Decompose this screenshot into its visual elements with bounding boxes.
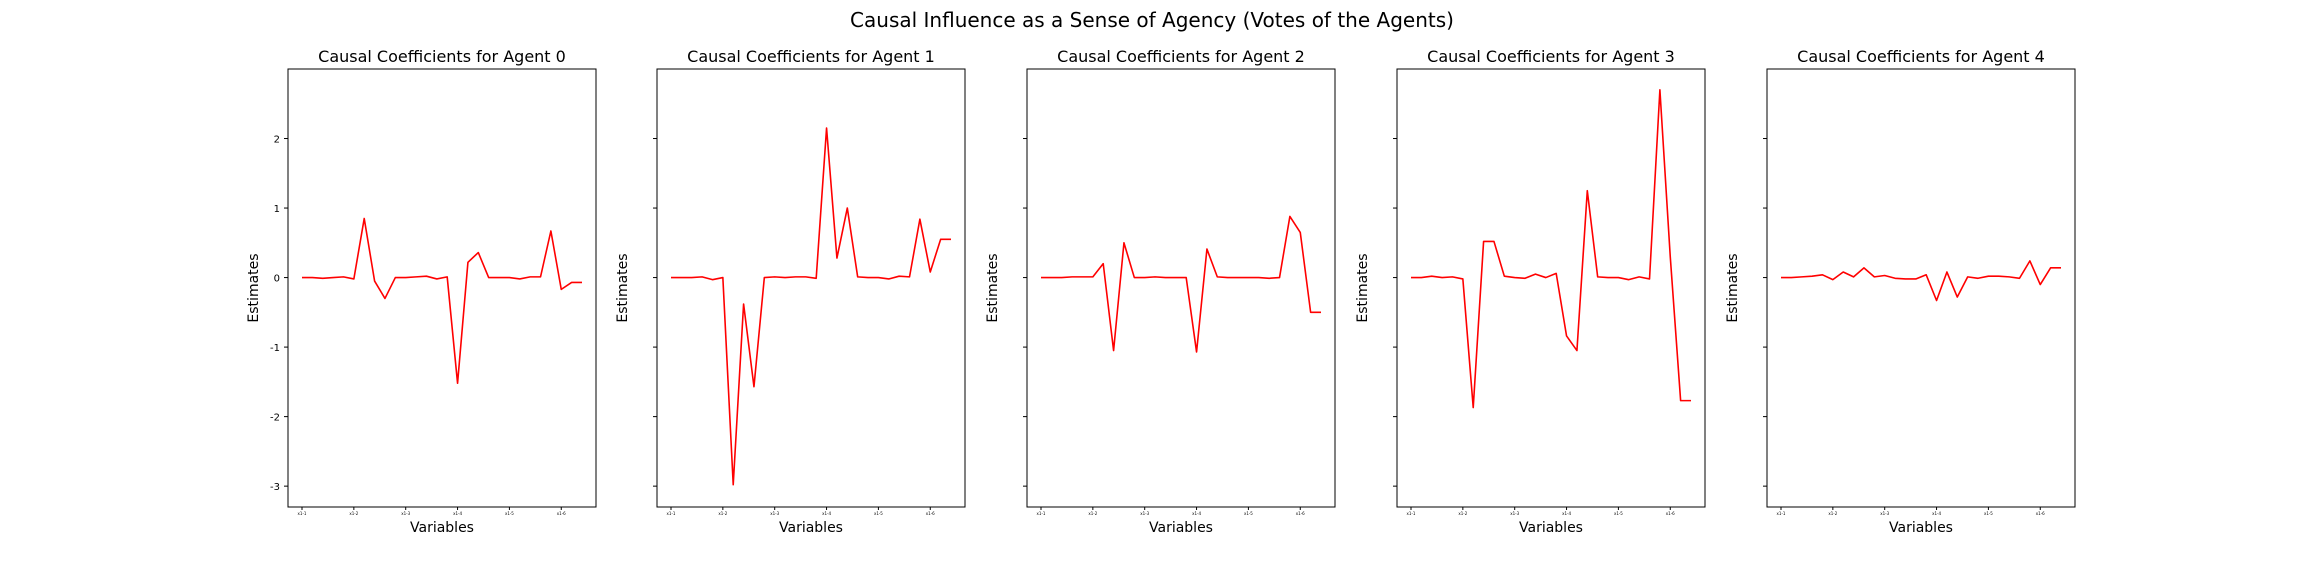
- x-tick-label: x1-2: [1458, 511, 1467, 516]
- x-tick-label: x1-1: [298, 511, 307, 516]
- y-tick-label: 1: [274, 204, 280, 215]
- x-tick-label: x1-2: [349, 511, 358, 516]
- x-tick-label: x1-2: [1088, 511, 1097, 516]
- series-line: [302, 217, 582, 385]
- x-tick-label: x1-1: [1037, 511, 1046, 516]
- x-tick-label: x1-5: [1984, 511, 1993, 516]
- subplot-title: Causal Coefficients for Agent 3: [1427, 47, 1675, 66]
- y-tick-label: 0: [274, 274, 280, 285]
- x-axis-label: Variables: [410, 520, 474, 536]
- subplot-agent-0: Causal Coefficients for Agent 0 -3 -2 -1 0 1 2…: [246, 47, 597, 536]
- y-axis-label: Estimates: [246, 253, 262, 322]
- series-line: [1411, 89, 1691, 409]
- subplot-title: Causal Coefficients for Agent 0: [318, 47, 566, 66]
- x-tick-label: x1-6: [2036, 511, 2045, 516]
- x-tick-label: x1-3: [1880, 511, 1889, 516]
- x-tick-label: x1-5: [874, 511, 883, 516]
- series-line: [1041, 215, 1321, 353]
- y-tick-label: -1: [270, 343, 280, 354]
- x-axis-label: Variables: [1519, 520, 1583, 536]
- axes-frame: [1026, 68, 1336, 508]
- x-tick-label: x1-3: [770, 511, 779, 516]
- x-tick-label: x1-3: [1510, 511, 1519, 516]
- series-line: [1781, 260, 2061, 302]
- series-line: [671, 127, 951, 486]
- x-tick-label: x1-6: [1666, 511, 1675, 516]
- x-tick-label: x1-6: [1296, 511, 1305, 516]
- axes-frame: [656, 68, 966, 508]
- subplot-agent-1: Causal Coefficients for Agent 1 x1-1 x1-2 x…: [615, 47, 966, 536]
- subplot-title: Causal Coefficients for Agent 2: [1057, 47, 1305, 66]
- x-tick-label: x1-4: [1192, 511, 1201, 516]
- figure-suptitle: Causal Influence as a Sense of Agency (V…: [850, 8, 1454, 32]
- x-tick-label: x1-5: [505, 511, 514, 516]
- x-tick-label: x1-5: [1244, 511, 1253, 516]
- x-tick-label: x1-4: [1932, 511, 1941, 516]
- x-tick-label: x1-4: [1562, 511, 1571, 516]
- subplot-agent-2: Causal Coefficients for Agent 2 x1-1 x1-2 x…: [985, 47, 1336, 536]
- x-tick-label: x1-1: [667, 511, 676, 516]
- subplot-title: Causal Coefficients for Agent 4: [1797, 47, 2045, 66]
- x-tick-label: x1-1: [1407, 511, 1416, 516]
- y-axis-label: Estimates: [1355, 253, 1371, 322]
- x-tick-label: x1-3: [1140, 511, 1149, 516]
- subplot-title: Causal Coefficients for Agent 1: [687, 47, 935, 66]
- subplot-agent-4: Causal Coefficients for Agent 4 x1-1 x1-2 x…: [1725, 47, 2076, 536]
- x-tick-label: x1-5: [1614, 511, 1623, 516]
- axes-frame: [1396, 68, 1706, 508]
- subplot-agent-3: Causal Coefficients for Agent 3 x1-1 x1-2 x…: [1355, 47, 1706, 536]
- subplots: Causal Coefficients for Agent 0 -3 -2 -1 0 1 2…: [246, 47, 2076, 536]
- y-tick-label: -2: [270, 413, 280, 424]
- x-tick-label: x1-1: [1777, 511, 1786, 516]
- x-tick-label: x1-6: [926, 511, 935, 516]
- y-axis-label: Estimates: [1725, 253, 1741, 322]
- x-tick-label: x1-6: [557, 511, 566, 516]
- x-axis-label: Variables: [1149, 520, 1213, 536]
- x-tick-label: x1-4: [453, 511, 462, 516]
- x-tick-label: x1-2: [1828, 511, 1837, 516]
- x-tick-label: x1-4: [822, 511, 831, 516]
- x-tick-label: x1-2: [718, 511, 727, 516]
- axes-frame: [1766, 68, 2076, 508]
- axes-frame: [287, 68, 597, 508]
- x-axis-label: Variables: [779, 520, 843, 536]
- y-tick-label: 2: [274, 135, 280, 146]
- y-axis-label: Estimates: [615, 253, 631, 322]
- y-tick-label: -3: [270, 482, 280, 493]
- y-axis-label: Estimates: [985, 253, 1001, 322]
- x-tick-label: x1-3: [401, 511, 410, 516]
- x-axis-label: Variables: [1889, 520, 1953, 536]
